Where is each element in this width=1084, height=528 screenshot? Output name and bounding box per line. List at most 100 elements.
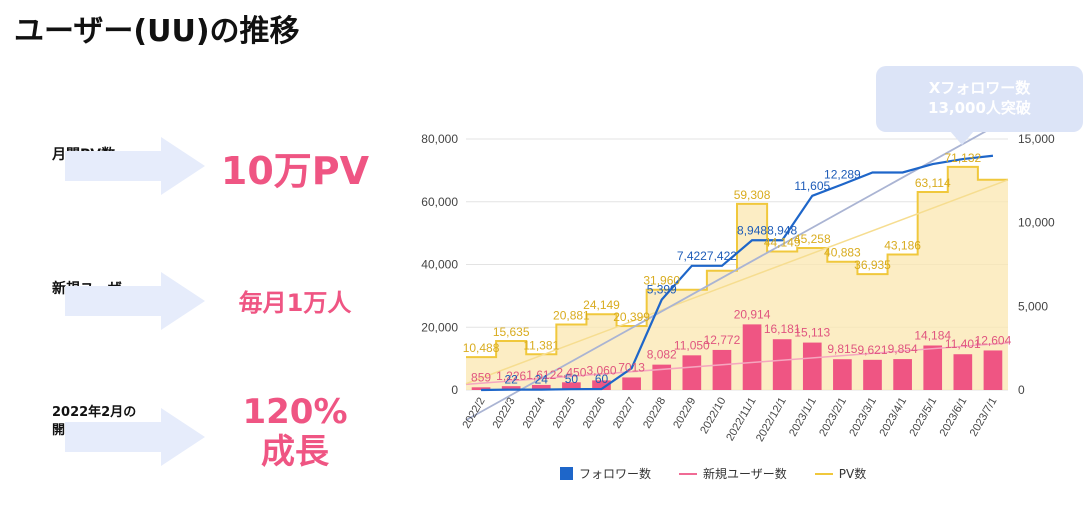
- new-users-data-label: 2,450: [556, 365, 586, 379]
- bar-new-users: [531, 384, 551, 390]
- bar-new-users: [592, 380, 611, 390]
- x-tick-label: 2022/12/1: [754, 396, 789, 444]
- x-tick-label: 2022/8: [641, 396, 668, 431]
- pv-data-label: 44,149: [764, 235, 801, 249]
- followers-data-label: 12,289: [824, 167, 861, 181]
- pv-data-label: 24,149: [583, 298, 620, 312]
- callout-line2: 13,000人突破: [928, 99, 1031, 117]
- left-tick-label: 60,000: [421, 195, 458, 209]
- x-tick-label: 2023/5/1: [908, 396, 940, 439]
- bar-new-users: [501, 386, 521, 390]
- x-tick-label: 2022/3: [491, 396, 518, 431]
- new-users-data-label: 1,226: [496, 369, 526, 383]
- trendline-new-users: [465, 342, 1009, 386]
- new-users-data-label: 20,914: [734, 307, 771, 321]
- new-users-data-label: 9,854: [888, 342, 918, 356]
- bar-new-users: [863, 359, 882, 390]
- x-tick-label: 2022/4: [521, 396, 548, 431]
- right-tick-label: 5,000: [1018, 299, 1048, 313]
- kpi-value-growth: 120% 成長: [215, 392, 375, 472]
- arrow-right-icon: [65, 272, 205, 330]
- followers-data-label: 50: [565, 372, 579, 386]
- followers-data-label: 60: [595, 372, 609, 386]
- pv-area: [466, 166, 1008, 390]
- page-title: ユーザー(UU)の推移: [14, 14, 300, 49]
- legend-swatch-new-users: [679, 472, 698, 475]
- new-users-data-label: 9,621: [857, 343, 887, 357]
- followers-data-label: 11,605: [794, 179, 830, 193]
- pv-data-label: 71,132: [944, 151, 981, 165]
- followers-data-label: 5,399: [647, 283, 677, 297]
- bar-new-users: [742, 324, 762, 390]
- legend-item-pv: PV数: [814, 465, 867, 482]
- callout-followers-milestone: Xフォロワー数 13,000人突破: [876, 66, 1083, 132]
- callout-line1: Xフォロワー数: [928, 79, 1031, 97]
- pv-data-label: 10,488: [463, 341, 500, 355]
- x-tick-label: 2022/10: [698, 396, 728, 436]
- bar-new-users: [953, 354, 973, 390]
- x-tick-label: 2023/2/1: [817, 396, 849, 439]
- bar-new-users: [682, 355, 702, 390]
- pv-data-label: 31,960: [643, 274, 680, 288]
- pv-data-label: 11,381: [523, 338, 559, 352]
- x-tick-label: 2022/5: [551, 396, 578, 431]
- x-tick-label: 2022/6: [581, 396, 608, 431]
- followers-data-label: 24: [535, 373, 549, 387]
- bar-new-users: [983, 350, 1003, 390]
- kpi-value-growth-line2: 成長: [261, 432, 329, 472]
- arrow-right-icon: [65, 408, 205, 466]
- new-users-data-label: 3,060: [586, 363, 616, 377]
- bar-new-users: [772, 339, 792, 390]
- new-users-data-label: 15,113: [794, 326, 830, 340]
- legend-swatch-pv: [814, 472, 833, 475]
- bar-new-users: [652, 364, 672, 390]
- new-users-data-label: 11,050: [674, 338, 710, 352]
- legend-label-new-users: 新規ユーザー数: [703, 467, 787, 481]
- right-tick-label: 10,000: [1018, 216, 1055, 230]
- pv-data-label: 15,635: [493, 325, 530, 339]
- arrow-right-icon: [65, 137, 205, 195]
- x-tick-label: 2022/9: [671, 396, 698, 431]
- new-users-data-label: 16,181: [764, 322, 801, 336]
- new-users-data-label: 1,612: [526, 368, 556, 382]
- x-tick-label: 2023/7/1: [968, 396, 1000, 439]
- kpi-value-new-users: 毎月1万人: [238, 289, 352, 317]
- followers-data-label: 22: [504, 373, 518, 387]
- new-users-data-label: 8,082: [647, 348, 677, 362]
- pv-data-label: 43,186: [884, 239, 921, 253]
- callout-tail: [950, 131, 974, 145]
- bar-new-users: [802, 342, 822, 390]
- new-users-data-label: 859: [471, 370, 491, 384]
- x-tick-label: 2022/2: [460, 396, 487, 431]
- pv-data-label: 40,883: [824, 246, 861, 260]
- pv-line: [466, 165, 1008, 359]
- kpi-value-pv: 10万PV: [220, 149, 370, 193]
- legend-label-followers: フォロワー数: [579, 467, 652, 481]
- legend-label-pv: PV数: [838, 467, 867, 481]
- legend-item-new-users: 新規ユーザー数: [679, 465, 787, 482]
- x-tick-label: 2023/4/1: [877, 396, 909, 439]
- new-users-data-label: 9,815: [827, 342, 857, 356]
- x-tick-label: 2023/1/1: [787, 396, 819, 439]
- right-tick-label: 0: [1018, 383, 1025, 397]
- bar-new-users: [622, 377, 641, 390]
- pv-data-label: 45,258: [794, 232, 831, 246]
- pv-data-label: 59,308: [734, 188, 771, 202]
- x-tick-label: 2022/7: [611, 396, 638, 431]
- followers-data-label: 7,422: [707, 249, 737, 263]
- legend-item-followers: フォロワー数: [560, 465, 651, 482]
- kpi-value-growth-line1: 120%: [242, 392, 348, 432]
- left-tick-label: 80,000: [421, 132, 458, 146]
- kpi-label-growth-line1: 2022年2月の: [52, 405, 137, 420]
- left-tick-label: 20,000: [421, 320, 458, 334]
- left-tick-label: 0: [451, 383, 458, 397]
- x-tick-label: 2022/11/1: [724, 396, 758, 444]
- followers-data-label: 8,948: [737, 223, 767, 237]
- bar-new-users: [893, 359, 912, 390]
- followers-data-label: 8,948: [767, 223, 797, 237]
- pv-data-label: 63,114: [915, 176, 951, 190]
- bar-new-users: [833, 359, 852, 390]
- new-users-data-label: 14,184: [914, 328, 951, 342]
- followers-data-label: 7,422: [677, 249, 707, 263]
